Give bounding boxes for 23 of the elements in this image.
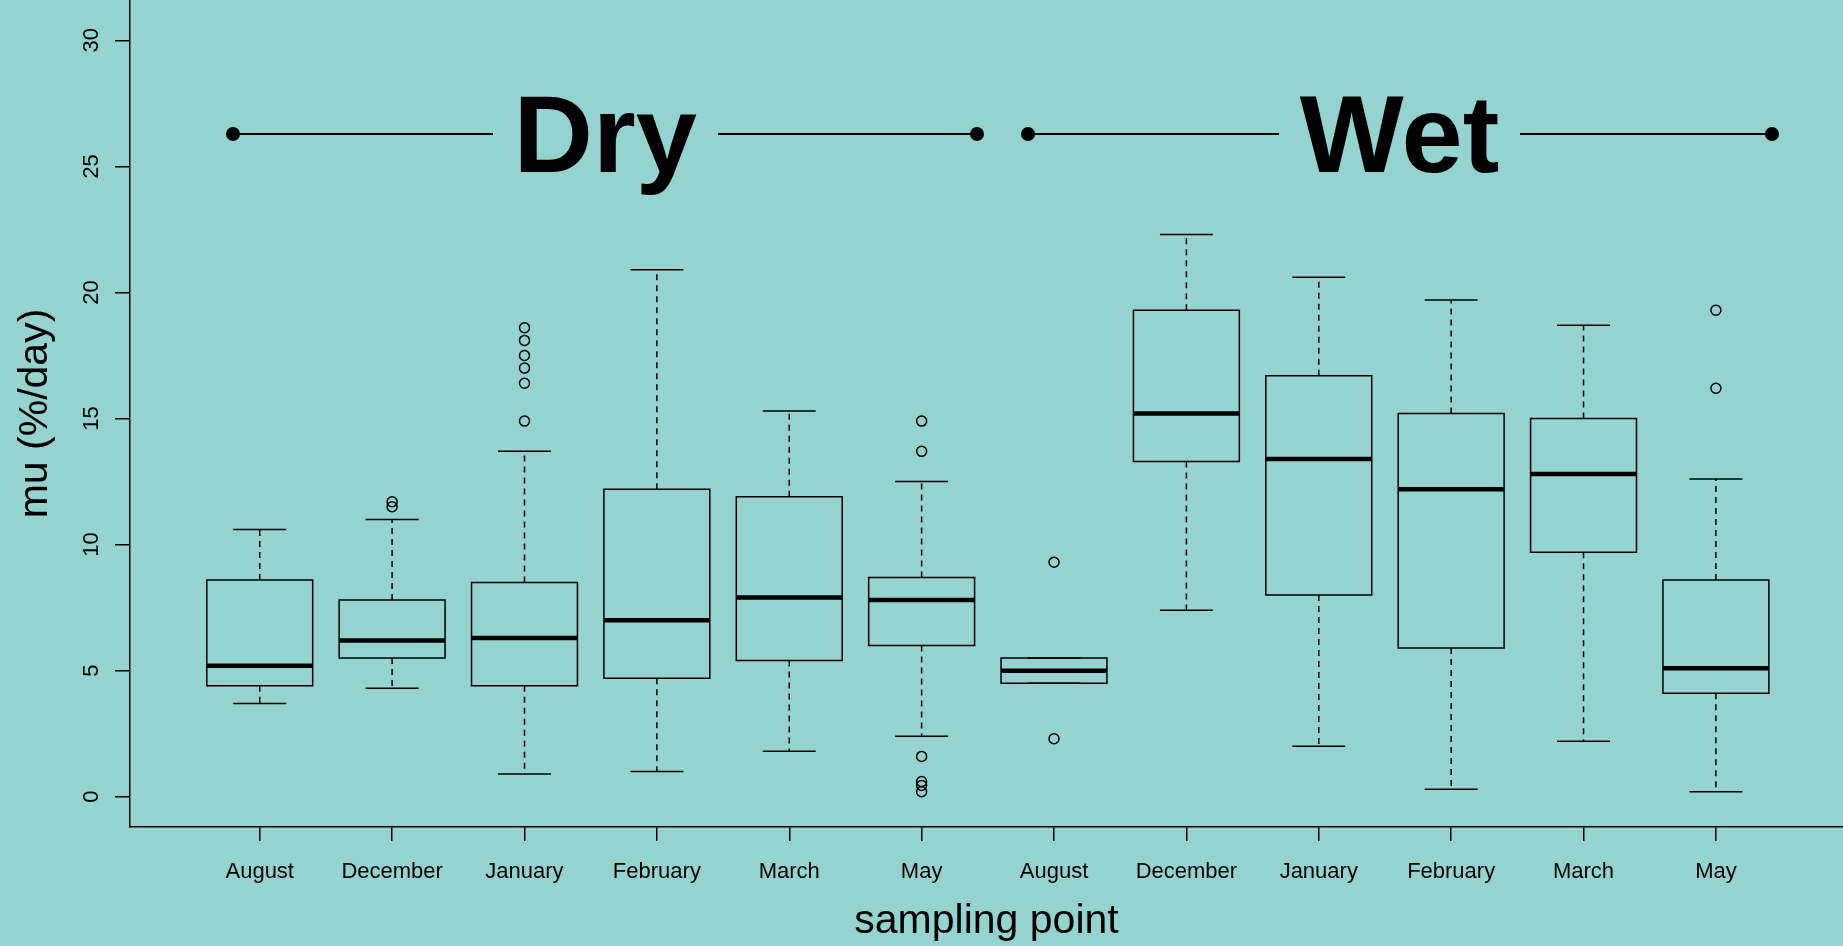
y-tick-label: 25	[78, 154, 104, 179]
y-tick-label: 20	[78, 280, 104, 305]
x-tick-label: December	[1135, 858, 1238, 884]
y-tick-label: 0	[78, 790, 104, 803]
x-tick-label: March	[758, 858, 820, 884]
x-tick-label: February	[612, 858, 701, 884]
x-tick-label: December	[341, 858, 443, 884]
x-tick-label: February	[1407, 858, 1496, 884]
y-tick-label: 30	[78, 28, 104, 53]
x-tick-label: March	[1552, 858, 1615, 884]
y-tick-label: 5	[78, 664, 104, 677]
annotation: Wet	[1299, 72, 1500, 195]
x-tick-label: May	[1695, 858, 1737, 884]
x-axis-title: sampling point	[854, 895, 1120, 942]
y-axis-title: mu (%/day)	[9, 308, 56, 519]
x-tick-label: January	[1279, 858, 1358, 884]
y-tick-label: 10	[78, 532, 104, 557]
x-tick-label: January	[485, 858, 564, 884]
y-tick-label: 15	[78, 406, 104, 431]
x-tick-label: August	[1019, 858, 1089, 884]
annotation: Dry	[513, 72, 697, 195]
x-tick-label: May	[900, 858, 943, 884]
x-tick-label: August	[225, 858, 294, 884]
